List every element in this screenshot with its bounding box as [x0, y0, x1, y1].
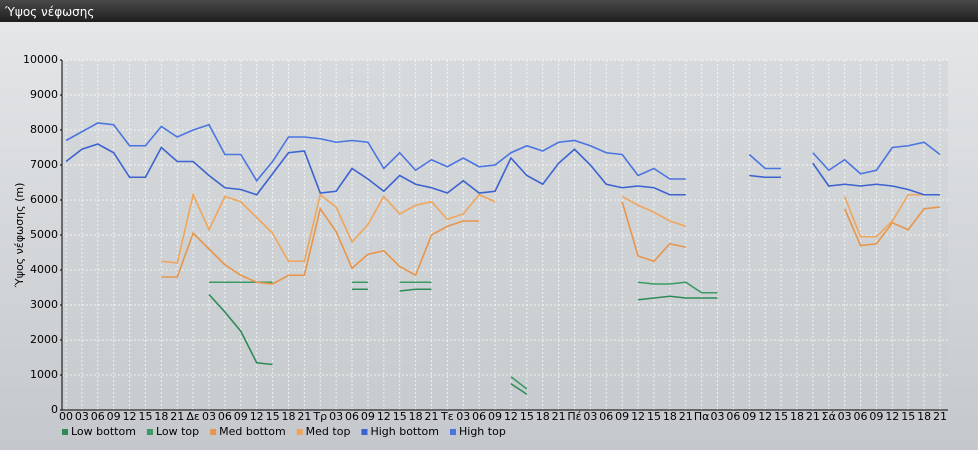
- x-tick-label: 12: [885, 410, 899, 423]
- x-tick-label: 15: [266, 410, 280, 423]
- y-tick-label: 7000: [30, 158, 58, 171]
- x-tick-label: 21: [552, 410, 566, 423]
- y-tick-label: 0: [51, 403, 58, 416]
- y-tick-label: 9000: [30, 88, 58, 101]
- x-tick-label: 18: [663, 410, 677, 423]
- x-tick-label: 09: [107, 410, 121, 423]
- legend-label: High top: [459, 425, 506, 438]
- x-tick-label: 03: [456, 410, 470, 423]
- x-tick-label: 18: [790, 410, 804, 423]
- x-tick-label: 18: [536, 410, 550, 423]
- x-tick-label: 18: [154, 410, 168, 423]
- x-tick-label: 12: [123, 410, 137, 423]
- legend-label: Med bottom: [219, 425, 286, 438]
- y-tick-label: 10000: [23, 53, 58, 66]
- x-tick-label: 09: [234, 410, 248, 423]
- x-tick-label: 09: [615, 410, 629, 423]
- x-tick-label: 18: [281, 410, 295, 423]
- x-tick-label: 12: [504, 410, 518, 423]
- x-tick-label: 18: [409, 410, 423, 423]
- x-tick-label: 15: [138, 410, 152, 423]
- x-tick-label: 15: [901, 410, 915, 423]
- x-tick-label: 03: [583, 410, 597, 423]
- x-tick-label: 21: [297, 410, 311, 423]
- x-tick-label: 03: [838, 410, 852, 423]
- y-tick-label: 2000: [30, 333, 58, 346]
- x-tick-label: 21: [424, 410, 438, 423]
- y-axis-title: Ύψος νέφωσης (m): [13, 183, 26, 289]
- x-tick-label: 18: [917, 410, 931, 423]
- x-tick-label: 00: [59, 410, 73, 423]
- x-tick-label: 21: [933, 410, 947, 423]
- x-tick-label: 06: [345, 410, 359, 423]
- legend-swatch: [210, 429, 217, 435]
- legend-swatch: [296, 429, 303, 435]
- x-tick-label: 03: [711, 410, 725, 423]
- y-tick-label: 1000: [30, 368, 58, 381]
- x-tick-label: 09: [742, 410, 756, 423]
- x-tick-label: Σά: [822, 410, 836, 423]
- legend-label: Med top: [306, 425, 351, 438]
- x-tick-label: Δε: [186, 410, 200, 423]
- x-tick-label: 03: [202, 410, 216, 423]
- legend-swatch: [361, 429, 368, 435]
- x-tick-label: 09: [361, 410, 375, 423]
- x-tick-label: 03: [75, 410, 89, 423]
- x-tick-label: 12: [631, 410, 645, 423]
- series-line: [208, 288, 718, 395]
- legend-label: Low top: [156, 425, 199, 438]
- x-tick-label: 12: [377, 410, 391, 423]
- x-tick-label: 21: [806, 410, 820, 423]
- x-tick-label: Πέ: [567, 410, 581, 423]
- x-tick-label: 15: [647, 410, 661, 423]
- x-tick-label: 09: [869, 410, 883, 423]
- chart: Ύψος νέφωσης (m) 0 1000 2000 3000 4000 5000 60…: [0, 22, 978, 450]
- x-tick-label: 15: [520, 410, 534, 423]
- x-tick-label: 06: [218, 410, 232, 423]
- series-line: [161, 201, 941, 285]
- window-title: Ύψος νέφωσης: [0, 0, 978, 22]
- x-tick-label: Πα: [694, 410, 710, 423]
- legend-swatch: [146, 429, 153, 435]
- legend-swatch: [450, 429, 456, 435]
- x-tick-label: Τε: [440, 410, 454, 423]
- x-tick-label: 21: [170, 410, 184, 423]
- x-tick-label: 15: [774, 410, 788, 423]
- x-tick-label: 12: [250, 410, 264, 423]
- x-tick-label: 21: [679, 410, 693, 423]
- x-tick-label: 06: [472, 410, 486, 423]
- x-tick-label: 06: [726, 410, 740, 423]
- plot-area: [62, 60, 948, 410]
- series-line: [65, 143, 940, 196]
- x-tick-label: 15: [393, 410, 407, 423]
- x-tick-label: 06: [599, 410, 613, 423]
- series-line: [209, 281, 718, 390]
- y-tick-label: 6000: [30, 193, 58, 206]
- x-tick-label: 12: [758, 410, 772, 423]
- x-tick-label: Τρ: [312, 410, 327, 423]
- y-tick-label: 4000: [30, 263, 58, 276]
- x-tick-label: 09: [488, 410, 502, 423]
- x-tick-label: 06: [854, 410, 868, 423]
- y-tick-label: 8000: [30, 123, 58, 136]
- background: [0, 22, 978, 450]
- legend-label: Low bottom: [71, 425, 136, 438]
- x-tick-label: 03: [329, 410, 343, 423]
- y-tick-label: 3000: [30, 298, 58, 311]
- series-line: [65, 122, 941, 183]
- x-tick-label: 06: [91, 410, 105, 423]
- y-tick-label: 5000: [30, 228, 58, 241]
- legend-label: High bottom: [370, 425, 439, 438]
- legend-swatch: [62, 429, 68, 435]
